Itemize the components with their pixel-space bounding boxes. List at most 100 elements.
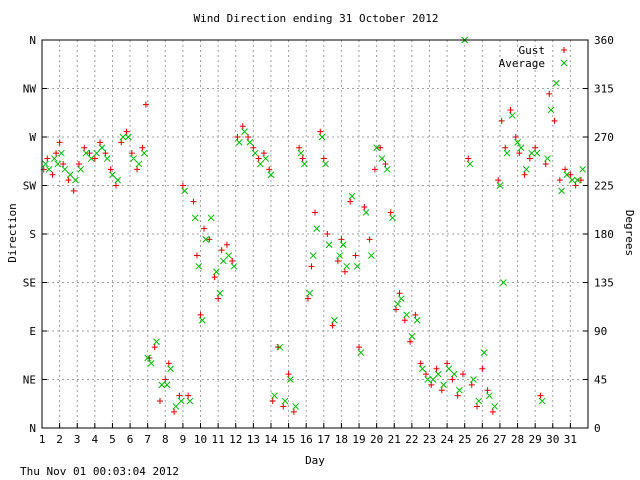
y-tick-label-right: 90 (594, 325, 607, 338)
gust-point (459, 371, 466, 378)
x-tick-label: 3 (74, 433, 81, 446)
x-tick-label: 29 (529, 433, 542, 446)
gust-point (157, 398, 164, 405)
average-point (368, 252, 375, 259)
average-point (202, 236, 210, 243)
y-tick-label-right: 270 (594, 131, 614, 144)
average-point (403, 311, 410, 319)
gust-point (577, 177, 584, 184)
average-point (445, 365, 453, 373)
gust-point (107, 166, 114, 173)
gust-point (171, 408, 178, 415)
average-point (523, 165, 530, 173)
gust-point (371, 166, 378, 173)
x-tick-label: 18 (335, 433, 348, 446)
gust-point (502, 144, 509, 151)
gust-point (393, 306, 400, 313)
average-point (58, 149, 65, 157)
average-point (292, 403, 299, 410)
x-tick-label: 28 (511, 433, 524, 446)
gust-point (296, 144, 303, 151)
x-tick-label: 16 (300, 433, 313, 446)
y-tick-label-right: 45 (594, 374, 607, 387)
gust-point (260, 150, 267, 157)
average-point (301, 160, 308, 168)
average-point (357, 349, 365, 356)
gust-point (112, 182, 119, 189)
gust-point (269, 398, 276, 405)
average-point (306, 289, 314, 297)
average-point (87, 155, 95, 162)
average-point (98, 144, 106, 152)
gust-point (347, 198, 354, 205)
average-point (230, 262, 238, 270)
average-point (225, 252, 233, 259)
gust-point (285, 371, 292, 378)
x-tick-label: 1 (39, 433, 46, 446)
average-point (514, 139, 521, 146)
gust-point (334, 257, 341, 264)
x-tick-label: 25 (458, 433, 471, 446)
gust-point (341, 268, 348, 275)
gust-point (382, 160, 389, 167)
y-tick-label-right: 180 (594, 228, 614, 241)
x-tick-label: 13 (247, 433, 260, 446)
gust-point (516, 150, 523, 157)
average-point (72, 176, 79, 184)
average-point (348, 192, 356, 200)
gust-point (498, 117, 505, 124)
x-tick-label: 15 (282, 433, 295, 446)
gust-point (532, 144, 539, 151)
average-point (251, 149, 259, 157)
legend-marker-gust (561, 47, 567, 53)
average-point (267, 171, 275, 179)
gust-point (97, 139, 104, 146)
average-point (153, 338, 160, 346)
x-tick-label: 6 (127, 433, 134, 446)
gust-point (229, 257, 236, 264)
x-tick-label: 17 (317, 433, 330, 446)
average-point (579, 165, 587, 173)
x-tick-label: 22 (405, 433, 418, 446)
gust-point (542, 160, 549, 167)
average-point (198, 316, 206, 324)
gust-point (338, 236, 345, 243)
gust-point (444, 360, 451, 367)
gust-point (572, 182, 579, 189)
y-tick-label-left: S (29, 228, 36, 241)
y-tick-label-left: N (29, 34, 36, 47)
gust-point (537, 392, 544, 399)
x-tick-label: 7 (144, 433, 151, 446)
y-tick-label-left: E (29, 325, 36, 338)
average-point (50, 155, 58, 162)
gust-point (299, 155, 306, 162)
average-point (475, 397, 483, 405)
y-tick-label-left: SE (23, 277, 36, 290)
legend-marker-average (560, 59, 568, 67)
gust-point (454, 392, 461, 399)
average-point (257, 160, 264, 168)
average-point (331, 316, 338, 324)
gust-point (567, 171, 574, 178)
average-point (538, 397, 546, 405)
gust-point (356, 344, 363, 351)
average-point (413, 316, 421, 324)
gust-point (401, 317, 408, 324)
average-point (54, 160, 62, 168)
gust-point (290, 408, 297, 415)
chart-title: Wind Direction ending 31 October 2012 (193, 12, 438, 25)
average-point (216, 289, 224, 297)
average-point (207, 214, 215, 222)
average-point (220, 257, 227, 265)
average-point (503, 149, 511, 157)
average-point (172, 403, 180, 410)
gust-point (206, 236, 213, 243)
average-point (434, 370, 442, 378)
average-point (339, 241, 347, 249)
gust-point (521, 171, 528, 178)
average-point (558, 187, 565, 195)
average-point (286, 376, 294, 383)
average-point (276, 343, 284, 351)
gust-point (366, 236, 373, 243)
gust-point (56, 139, 63, 146)
